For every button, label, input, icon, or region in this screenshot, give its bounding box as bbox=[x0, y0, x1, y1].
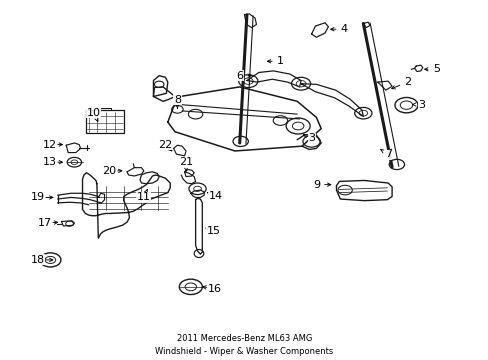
Text: 17: 17 bbox=[38, 218, 52, 228]
Circle shape bbox=[65, 221, 73, 226]
Text: 6: 6 bbox=[236, 71, 243, 81]
Text: 4: 4 bbox=[340, 24, 347, 34]
Text: 9: 9 bbox=[312, 180, 319, 190]
Text: 19: 19 bbox=[30, 193, 44, 202]
Text: 14: 14 bbox=[208, 191, 223, 201]
Text: 3: 3 bbox=[307, 133, 314, 143]
Text: 21: 21 bbox=[179, 157, 193, 167]
Text: 1: 1 bbox=[276, 56, 284, 66]
Text: 13: 13 bbox=[42, 157, 56, 167]
Text: 10: 10 bbox=[86, 108, 101, 117]
Text: 22: 22 bbox=[158, 140, 172, 149]
Text: 16: 16 bbox=[207, 284, 222, 294]
Text: 5: 5 bbox=[432, 64, 439, 74]
Text: 12: 12 bbox=[42, 140, 57, 149]
Text: 11: 11 bbox=[137, 193, 151, 202]
Text: 8: 8 bbox=[174, 95, 181, 105]
Text: 15: 15 bbox=[206, 226, 220, 236]
Text: 2: 2 bbox=[403, 77, 410, 87]
Text: 2011 Mercedes-Benz ML63 AMG
Windshield - Wiper & Washer Components: 2011 Mercedes-Benz ML63 AMG Windshield -… bbox=[155, 334, 333, 356]
Text: 3: 3 bbox=[417, 99, 425, 109]
Text: 7: 7 bbox=[384, 149, 391, 159]
Text: 18: 18 bbox=[30, 255, 44, 265]
Text: 20: 20 bbox=[102, 166, 116, 176]
